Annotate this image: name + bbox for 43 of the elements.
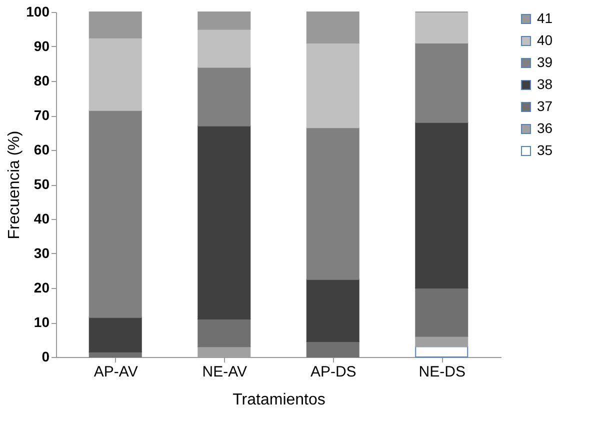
bar xyxy=(88,316,142,352)
y-tick-label: 20 xyxy=(34,280,50,296)
legend-label: 38 xyxy=(537,76,553,92)
bar xyxy=(198,125,251,320)
bar xyxy=(306,278,360,342)
bar xyxy=(306,340,360,358)
y-tick-label: 40 xyxy=(34,210,50,226)
legend-label: 39 xyxy=(537,54,553,70)
y-tick-label: 30 xyxy=(34,245,50,261)
bar xyxy=(88,37,142,111)
x-axis-title: Tratamientos xyxy=(232,392,326,408)
bar xyxy=(306,12,360,44)
bar xyxy=(415,122,468,288)
bar xyxy=(415,346,468,358)
y-axis-title: Frecuencia (%) xyxy=(6,130,24,240)
bar xyxy=(415,12,468,44)
bar xyxy=(198,28,251,68)
y-tick-label: 70 xyxy=(34,107,50,123)
bar xyxy=(415,42,468,123)
bar xyxy=(88,12,142,38)
y-tick-label: 0 xyxy=(42,348,50,364)
y-tick-label: 80 xyxy=(34,72,50,88)
bar xyxy=(415,288,468,337)
y-tick-label: 90 xyxy=(34,38,50,54)
bar xyxy=(198,66,251,126)
bar xyxy=(198,318,251,348)
x-tick-label: NE-AV xyxy=(202,364,247,380)
y-tick-label: 50 xyxy=(34,176,50,192)
y-tick-label: 10 xyxy=(34,314,50,330)
y-tick-label: 60 xyxy=(34,142,50,158)
x-tick-label: NE-DS xyxy=(418,364,466,380)
legend-label: 36 xyxy=(537,120,553,136)
bar xyxy=(306,127,360,280)
bar xyxy=(88,110,142,318)
x-tick-label: AP-DS xyxy=(310,364,356,380)
bar xyxy=(198,12,251,30)
legend-label: 35 xyxy=(537,142,553,158)
legend-label: 40 xyxy=(537,32,553,48)
legend-label: 41 xyxy=(537,10,553,26)
legend-label: 37 xyxy=(537,98,553,114)
y-tick-label: 100 xyxy=(26,4,50,20)
x-tick-label: AP-AV xyxy=(94,364,138,380)
bar xyxy=(306,42,360,128)
